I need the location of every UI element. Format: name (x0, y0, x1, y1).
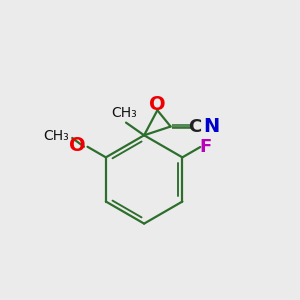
Text: CH₃: CH₃ (112, 106, 137, 120)
Text: O: O (149, 95, 166, 114)
Text: F: F (200, 138, 211, 156)
Text: N: N (203, 117, 219, 136)
Text: O: O (69, 136, 86, 155)
Text: C: C (188, 118, 202, 136)
Text: CH₃: CH₃ (43, 130, 69, 143)
